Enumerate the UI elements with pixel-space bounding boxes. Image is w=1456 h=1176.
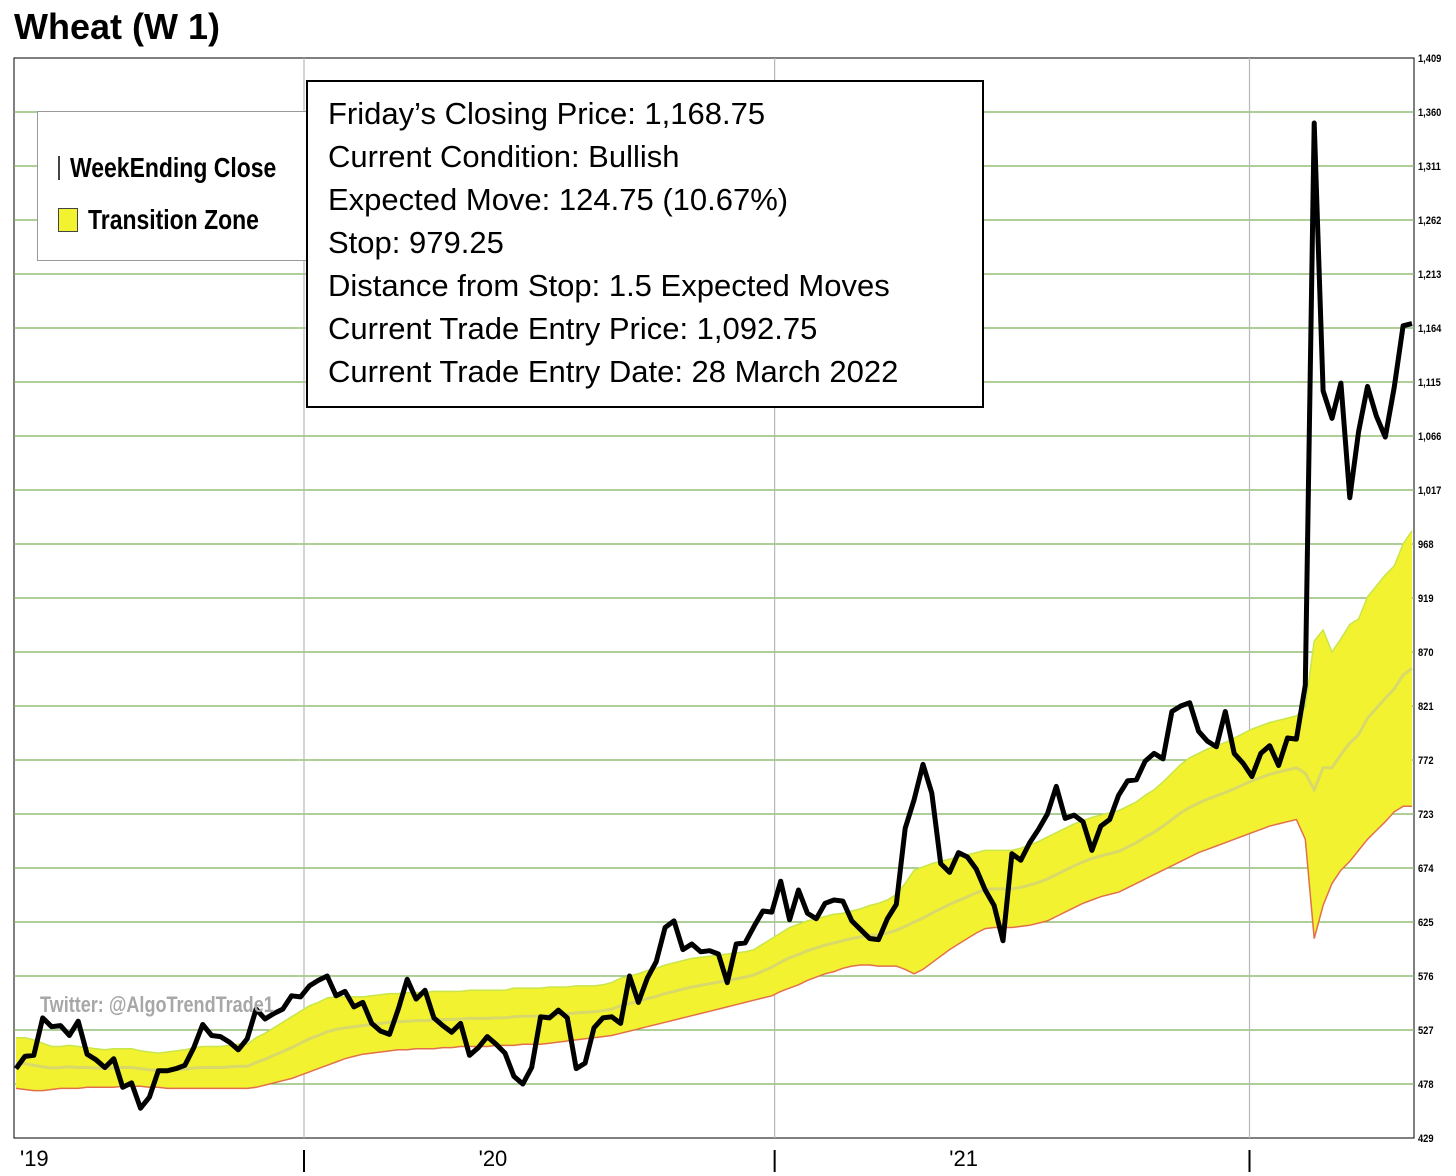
y-tick-label: 429 [1418, 1133, 1434, 1145]
y-tick-label: 625 [1418, 917, 1434, 929]
y-tick-label: 478 [1418, 1079, 1434, 1091]
legend-swatch-zone [58, 208, 78, 232]
y-tick-label: 1,409 [1418, 53, 1442, 65]
entry-price-text: Current Trade Entry Price: 1,092.75 [328, 311, 818, 346]
legend-item-close: WeekEnding Close [58, 142, 308, 194]
y-tick-label: 1,066 [1418, 431, 1442, 443]
chart-title: Wheat (W 1) [14, 6, 220, 47]
y-tick-label: 1,164 [1418, 323, 1442, 335]
horizontal-gridlines [14, 111, 1414, 1085]
weekending-close-line [13, 120, 1413, 1111]
y-tick-label: 1,213 [1418, 269, 1442, 281]
y-tick-label: 919 [1418, 593, 1434, 605]
y-tick-label: 772 [1418, 755, 1434, 767]
y-tick-label: 1,360 [1418, 107, 1442, 119]
twitter-watermark: Twitter: @AlgoTrendTrade1 [40, 992, 274, 1017]
y-tick-label: 674 [1418, 863, 1434, 875]
expected-move-text: Expected Move: 124.75 (10.67%) [328, 182, 789, 217]
y-tick-label: 576 [1418, 971, 1434, 983]
legend-label-close: WeekEnding Close [70, 152, 277, 183]
legend-item-zone: Transition Zone [58, 194, 308, 246]
zone-midline [15, 667, 1413, 1072]
current-condition-text: Current Condition: Bullish [328, 139, 680, 174]
y-tick-label: 527 [1418, 1025, 1434, 1037]
trade-info-box: Friday’s Closing Price: 1,168.75 Current… [306, 80, 984, 408]
zone-lower-edge [15, 805, 1412, 1092]
y-tick-label: 1,017 [1418, 485, 1442, 497]
closing-price-text: Friday’s Closing Price: 1,168.75 [328, 96, 766, 131]
x-axis-ticks: '19 '20 '21 [20, 1146, 1251, 1172]
stop-text: Stop: 979.25 [328, 225, 504, 260]
x-tick-label: '20 [479, 1146, 508, 1171]
legend-swatch-close [58, 156, 60, 180]
zone-upper-edge [16, 530, 1413, 1054]
y-tick-label: 821 [1418, 701, 1434, 713]
legend-label-zone: Transition Zone [88, 204, 259, 235]
y-tick-label: 1,262 [1418, 215, 1442, 227]
close-line-layer [13, 120, 1413, 1111]
entry-date-text: Current Trade Entry Date: 28 March 2022 [328, 354, 899, 389]
distance-from-stop-text: Distance from Stop: 1.5 Expected Moves [328, 268, 890, 303]
x-tick-label: '21 [949, 1146, 978, 1171]
y-tick-label: 1,115 [1418, 377, 1441, 389]
y-tick-label: 1,311 [1418, 161, 1441, 173]
transition-zone-band [16, 530, 1412, 1091]
y-tick-label: 968 [1418, 539, 1434, 551]
y-axis-ticks: 1,409 1,360 1,311 1,262 1,213 1,164 1,115 1,066… [1418, 53, 1442, 1145]
x-tick-label: '19 [20, 1146, 49, 1171]
transition-zone-layer [15, 530, 1413, 1092]
y-tick-label: 870 [1418, 647, 1434, 659]
y-tick-label: 723 [1418, 809, 1434, 821]
legend: WeekEnding Close Transition Zone [37, 111, 309, 261]
